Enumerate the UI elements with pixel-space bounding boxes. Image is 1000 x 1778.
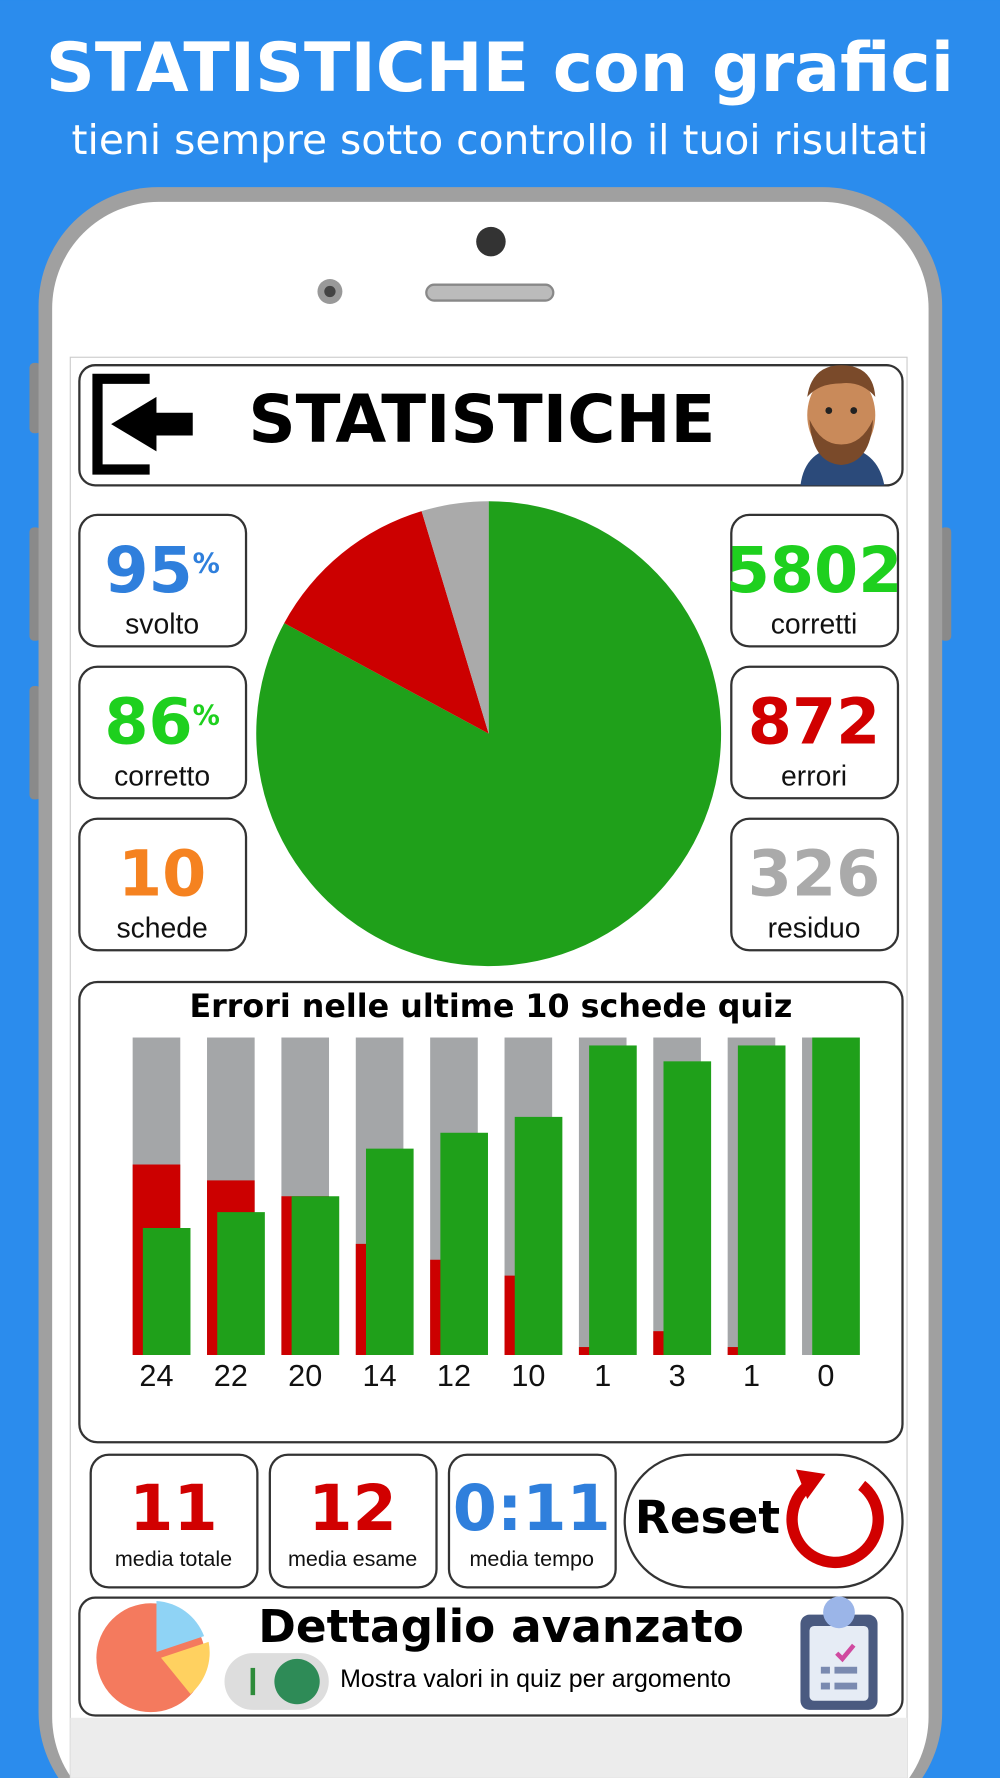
advanced-icon: [96, 1601, 210, 1713]
stat-value: 86%: [104, 684, 220, 758]
pie-chart: [256, 501, 722, 967]
stat-unit: %: [193, 548, 220, 579]
pie-slice: [421, 501, 489, 734]
bar-label: 12: [437, 1359, 471, 1393]
bar-label: 1: [743, 1359, 760, 1393]
clipboard-icon: [800, 1596, 878, 1710]
bar: [217, 1212, 265, 1355]
bar-label: 24: [139, 1359, 173, 1393]
back-icon[interactable]: [92, 373, 150, 475]
reset-icon[interactable]: [795, 1469, 826, 1499]
stat-number: 326: [748, 836, 881, 910]
stat-unit: %: [193, 700, 220, 731]
stat-box: [78, 817, 248, 952]
bar-label: 14: [363, 1359, 397, 1393]
stat-box: [78, 513, 248, 648]
average-box: [447, 1453, 617, 1589]
stat-value: 5802: [726, 532, 903, 606]
header-title: STATISTICHE: [248, 381, 715, 458]
stat-box: [78, 665, 248, 800]
phone-button: [29, 686, 41, 800]
back-arrow[interactable]: [111, 396, 193, 452]
average-label: media totale: [115, 1547, 232, 1571]
stat-number: 872: [748, 684, 881, 758]
bar-label: 22: [214, 1359, 248, 1393]
advanced-title: Dettaglio avanzato: [258, 1600, 744, 1653]
bar: [440, 1132, 488, 1355]
bar-chart: 24 22 20 14 12 10 1 3 1 0: [132, 1037, 860, 1393]
screen-footer: [70, 1717, 908, 1778]
stat-label: corretti: [771, 608, 858, 640]
bar: [365, 1148, 414, 1355]
stat-label: svolto: [125, 608, 199, 640]
reset-icon[interactable]: [786, 1478, 884, 1569]
bar-label: 1: [594, 1359, 611, 1393]
bar: [589, 1045, 637, 1355]
bar-label: 0: [817, 1359, 834, 1393]
stat-number: 10: [118, 836, 206, 910]
header-box: [78, 364, 904, 487]
toggle-mark[interactable]: [250, 1667, 256, 1696]
advanced-description: Mostra valori in quiz per argomento: [340, 1665, 731, 1693]
bar-label: 3: [669, 1359, 686, 1393]
phone-button: [29, 527, 41, 641]
camera: [476, 226, 506, 257]
avatar: [800, 365, 885, 486]
banner-title: STATISTICHE con grafici: [46, 29, 954, 108]
sensor: [324, 285, 336, 298]
reset-button[interactable]: [623, 1453, 904, 1589]
speaker: [425, 283, 555, 302]
average-value: 0:11: [453, 1471, 611, 1545]
stat-box: [730, 665, 900, 800]
bar: [142, 1228, 191, 1355]
phone-button: [939, 527, 952, 641]
stat-value: 326: [748, 836, 881, 910]
bar: [514, 1116, 563, 1355]
stats: 95%svolto86%corretto10schede5802corretti…: [78, 513, 903, 952]
stat-box: [730, 817, 900, 952]
bar-title: Errori nelle ultime 10 schede quiz: [189, 989, 792, 1025]
stat-value: 872: [748, 684, 881, 758]
average-label: media tempo: [470, 1547, 594, 1571]
stat-label: schede: [116, 912, 207, 944]
stat-label: corretto: [114, 760, 210, 792]
bar-label: 10: [511, 1359, 545, 1393]
stat-box: [730, 513, 900, 648]
average-label: media esame: [288, 1547, 417, 1571]
phone-button: [29, 362, 41, 434]
stat-label: residuo: [768, 912, 861, 944]
stat-number: 86: [104, 684, 192, 758]
banner-subtitle: tieni sempre sotto controllo il tuoi ris…: [72, 116, 929, 164]
bar: [663, 1061, 712, 1355]
reset-label[interactable]: Reset: [635, 1491, 780, 1544]
toggle-knob[interactable]: [274, 1658, 320, 1705]
pie-slice: [284, 511, 489, 734]
stat-value: 95%: [104, 532, 220, 606]
stat-number: 5802: [726, 532, 903, 606]
average-box: [89, 1453, 259, 1589]
bar: [291, 1196, 340, 1355]
average-value: 11: [129, 1471, 217, 1545]
bar-label: 20: [288, 1359, 322, 1393]
stat-label: errori: [781, 760, 847, 792]
stat-number: 95: [104, 532, 192, 606]
bar: [812, 1037, 860, 1355]
bar: [737, 1045, 786, 1355]
average-value: 12: [308, 1471, 396, 1545]
stat-value: 10: [118, 836, 206, 910]
average-box: [268, 1453, 438, 1589]
